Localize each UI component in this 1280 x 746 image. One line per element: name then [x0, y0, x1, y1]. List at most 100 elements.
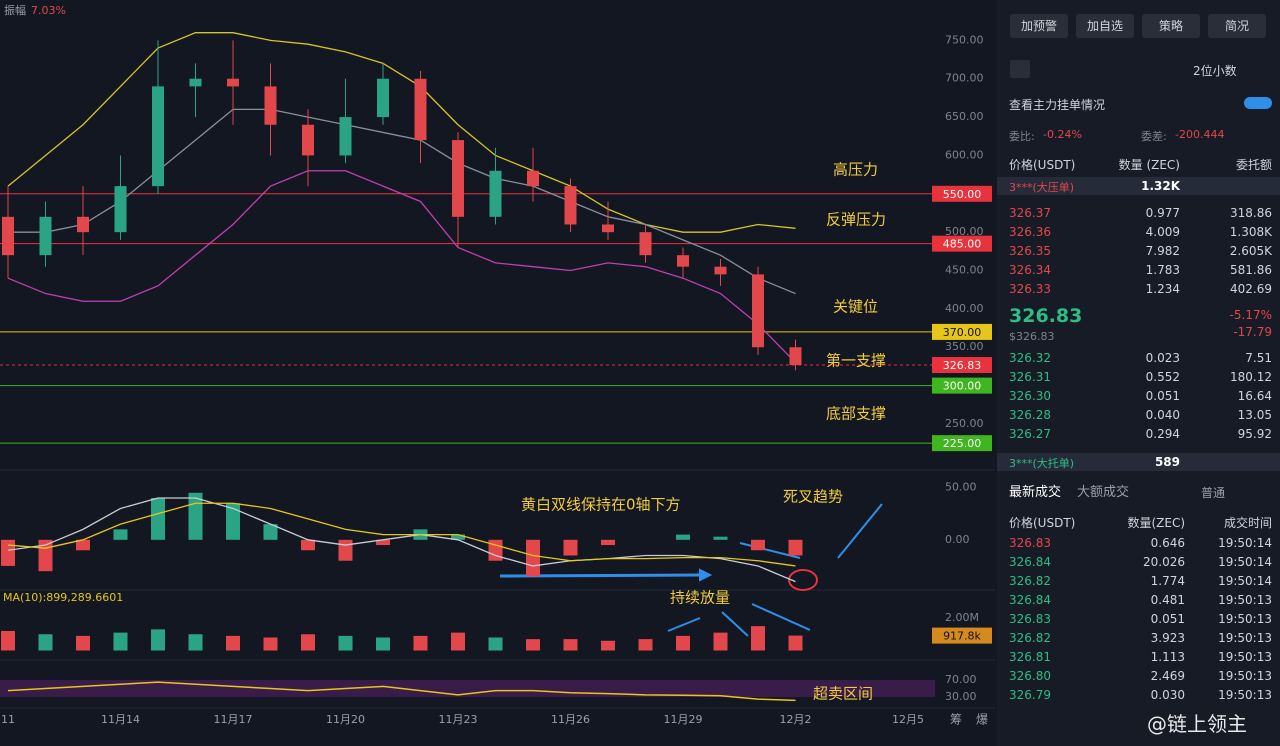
trade-cell: 326.80: [1009, 669, 1051, 683]
trade-tab: 大额成交: [1077, 485, 1130, 500]
trade-cell: 326.83: [1009, 536, 1051, 550]
y-tick-label: 450.00: [945, 264, 984, 277]
macd-bar: [151, 498, 165, 540]
button[interactable]: 简况: [1208, 14, 1266, 38]
macd-bar: [713, 536, 728, 540]
y-tick-label: 30.00: [945, 690, 977, 703]
volume-bar: [713, 632, 728, 651]
trade-cell: 326.84: [1009, 593, 1051, 607]
last-price: 326.83: [1009, 305, 1083, 327]
book-cell: 0.040: [1145, 408, 1180, 422]
trade-cell: 19:50:13: [1218, 688, 1272, 702]
candle-body: [602, 224, 614, 233]
y-tick-label: 700.00: [945, 72, 984, 85]
dea-line: [7, 502, 796, 567]
level-label: 326.83: [943, 359, 982, 372]
book-cell: 1.234: [1145, 282, 1180, 296]
big-ask-qty: 1.32K: [1141, 179, 1180, 193]
candle-body: [77, 216, 89, 233]
arrow: [667, 617, 701, 632]
book-cell: 318.86: [1230, 206, 1272, 220]
ratio: -0.24%: [1043, 128, 1082, 141]
volume-bar: [1, 631, 15, 651]
arrow: [751, 603, 811, 631]
book-cell: 1.308K: [1229, 225, 1272, 239]
level-label: 485.00: [943, 238, 982, 251]
volume-bar: [526, 639, 540, 651]
y-tick-label: 70.00: [945, 673, 977, 686]
annotation: 底部支撑: [826, 405, 886, 423]
candle-body: [339, 117, 352, 156]
candle-body: [114, 186, 127, 233]
book-cell: 326.34: [1009, 263, 1051, 277]
candle-body: [714, 266, 727, 275]
candle-body: [564, 186, 577, 225]
book-header: 数量 (ZEC): [1118, 158, 1180, 172]
level-tag: [932, 357, 992, 374]
macd-bar: [788, 539, 803, 556]
upper-band: [7, 32, 796, 233]
arrow-head: [699, 568, 713, 582]
candle-body: [227, 78, 239, 87]
last-usd: $326.83: [1009, 330, 1055, 343]
button[interactable]: 加自选: [1076, 14, 1134, 38]
decimals: 2位小数: [1193, 64, 1237, 78]
book-cell: 326.33: [1009, 282, 1051, 296]
moving-average: [8, 108, 796, 295]
big-ask-row: [997, 177, 1280, 195]
big-bid-row: [997, 453, 1280, 471]
volume-bar: [676, 635, 690, 651]
button[interactable]: 加预警: [1010, 14, 1068, 38]
macd-bar: [451, 534, 465, 540]
y-tick-label: 50.00: [945, 481, 977, 494]
amplitude-label: 振幅: [4, 3, 26, 17]
candle-body: [152, 86, 164, 187]
macd-bar: [751, 539, 765, 551]
trade-cell: 19:50:14: [1218, 536, 1272, 550]
book-cell: 16.64: [1237, 389, 1272, 403]
annotation: 第一支撑: [826, 352, 886, 370]
x-tick-label: 11月26: [551, 713, 590, 726]
candle-body: [264, 86, 277, 125]
book-header: 价格(USDT): [1009, 158, 1076, 172]
macd-bar: [263, 524, 278, 540]
trade-cell: 19:50:13: [1218, 631, 1272, 645]
diff: -200.444: [1175, 128, 1225, 141]
rsi-band: [0, 680, 935, 697]
trade-cell: 326.83: [1009, 612, 1051, 626]
trade-cell: 0.051: [1150, 612, 1185, 626]
trade-cell: 326.81: [1009, 650, 1051, 664]
book-cell: 13.05: [1237, 408, 1272, 422]
big-bid-qty: 589: [1154, 455, 1180, 469]
y-tick-label: 250.00: [945, 417, 984, 430]
x-tick-label: 11月14: [101, 713, 140, 726]
amplitude: 7.03%: [31, 4, 66, 17]
macd-bar: [226, 503, 240, 540]
level-label: 370.00: [943, 326, 982, 339]
book-cell: 95.92: [1237, 427, 1272, 441]
trade-cell: 0.481: [1150, 593, 1185, 607]
macd-bar: [76, 539, 90, 551]
level-label: 550.00: [943, 188, 982, 201]
book-cell: 326.35: [1009, 244, 1051, 258]
y-tick-label: 650.00: [945, 110, 984, 123]
watermark: @链上领主: [1147, 712, 1247, 736]
book-cell: 326.30: [1009, 389, 1051, 403]
candle-body: [414, 78, 427, 141]
diff-label: 委差:: [1141, 130, 1167, 143]
book-cell: 1.783: [1145, 263, 1180, 277]
trade-cell: 19:50:13: [1218, 612, 1272, 626]
volume-bar: [788, 635, 803, 651]
side-label: 筹: [950, 713, 962, 727]
filter: 普通: [1201, 486, 1226, 500]
chart-bg: [0, 0, 995, 746]
level-label: 225.00: [943, 437, 982, 450]
book-cell: 326.28: [1009, 408, 1051, 422]
x-tick-label: 11月23: [439, 713, 478, 726]
trade-cell: 19:50:13: [1218, 669, 1272, 683]
dif-line: [7, 497, 796, 583]
change: -17.79: [1233, 325, 1272, 339]
candle-body: [789, 347, 802, 366]
button[interactable]: 策略: [1142, 14, 1200, 38]
annotation: 高压力: [833, 161, 878, 179]
